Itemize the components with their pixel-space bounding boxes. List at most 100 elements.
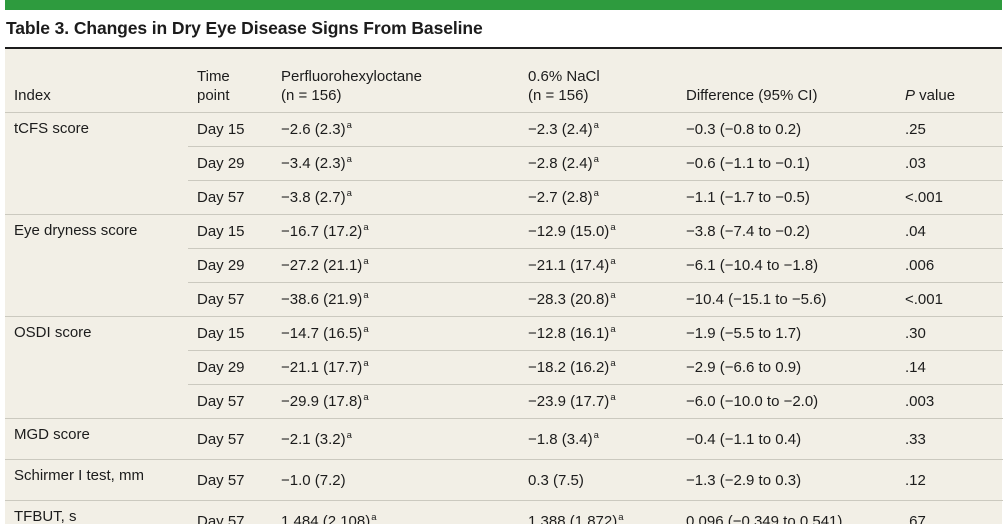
- footnote-marker: a: [610, 324, 616, 335]
- table-group: TFBUT, s Day 57 1.484 (2.108)a 1.388 (1.872…: [5, 500, 1003, 524]
- time-point-cell: Day 15: [188, 112, 272, 147]
- difference-cell: −1.9 (−5.5 to 1.7): [677, 316, 896, 351]
- table-row: Day 57 −3.8 (2.7)a −2.7 (2.8)a −1.1 (−1.7 t…: [5, 180, 1003, 215]
- table-row: Day 29 −21.1 (17.7)a −18.2 (16.2)a −2.9 (−6…: [5, 350, 1003, 385]
- time-point-cell: Day 29: [188, 146, 272, 181]
- footnote-marker: a: [363, 256, 369, 267]
- difference-cell: −6.0 (−10.0 to −2.0): [677, 384, 896, 419]
- time-point-cell: Day 57: [188, 180, 272, 215]
- footnote-marker: a: [610, 222, 616, 233]
- nacl-value-cell: 0.3 (7.5): [519, 459, 677, 501]
- nacl-value-cell: −1.8 (3.4)a: [519, 418, 677, 460]
- table-row: Schirmer I test, mm Day 57 −1.0 (7.2) 0.3 (…: [5, 459, 1003, 501]
- footnote-marker: a: [346, 154, 352, 165]
- table-panel: Index Time point Perfluorohexyloctane (n =…: [5, 47, 1003, 524]
- footnote-marker: a: [371, 511, 377, 523]
- header-p-italic: P: [905, 87, 916, 104]
- footnote-marker: a: [363, 358, 369, 369]
- p-value-cell: .33: [896, 418, 1003, 460]
- index-cell: OSDI score: [5, 316, 188, 419]
- header-index: Index: [14, 87, 51, 104]
- nacl-value-cell: −28.3 (20.8)a: [519, 282, 677, 317]
- p-value-cell: .67: [896, 500, 1003, 524]
- header-p-value: P value: [896, 49, 1003, 113]
- footnote-marker: a: [363, 324, 369, 335]
- table-title: Table 3. Changes in Dry Eye Disease Sign…: [6, 18, 483, 38]
- table-group: OSDI score Day 15 −14.7 (16.5)a −12.8 (16.1…: [5, 316, 1003, 419]
- nacl-value-cell: −2.3 (2.4)a: [519, 112, 677, 147]
- p-value-cell: .003: [896, 384, 1003, 419]
- perfluorohexyloctane-value-cell: −21.1 (17.7)a: [272, 350, 519, 385]
- table-row: TFBUT, s Day 57 1.484 (2.108)a 1.388 (1.872…: [5, 500, 1003, 524]
- header-row: Index Time point Perfluorohexyloctane (n =…: [5, 49, 1003, 113]
- nacl-value-cell: −23.9 (17.7)a: [519, 384, 677, 419]
- header-drug-line2: (n = 156): [281, 87, 342, 104]
- table-group: Schirmer I test, mm Day 57 −1.0 (7.2) 0.3 (…: [5, 459, 1003, 501]
- accent-bar: [5, 0, 1002, 10]
- table-row: OSDI score Day 15 −14.7 (16.5)a −12.8 (16.1…: [5, 316, 1003, 419]
- table-row: Day 57 −38.6 (21.9)a −28.3 (20.8)a −10.4 (−…: [5, 282, 1003, 317]
- header-nacl-line2: (n = 156): [528, 87, 589, 104]
- time-point-cell: Day 57: [188, 282, 272, 317]
- p-value-cell: <.001: [896, 180, 1003, 215]
- footnote-marker: a: [593, 429, 599, 441]
- perfluorohexyloctane-value-cell: −38.6 (21.9)a: [272, 282, 519, 317]
- time-point-cell: Day 15: [188, 214, 272, 249]
- perfluorohexyloctane-value-cell: −27.2 (21.1)a: [272, 248, 519, 283]
- p-value-cell: .12: [896, 459, 1003, 501]
- header-drug-line1: Perfluorohexyloctane: [281, 68, 422, 85]
- nacl-value-cell: −18.2 (16.2)a: [519, 350, 677, 385]
- perfluorohexyloctane-value-cell: 1.484 (2.108)a: [272, 500, 519, 524]
- nacl-value-cell: −12.9 (15.0)a: [519, 214, 677, 249]
- p-value-cell: .30: [896, 316, 1003, 351]
- footnote-marker: a: [610, 290, 616, 301]
- table-row: MGD score Day 57 −2.1 (3.2)a −1.8 (3.4)a −0.…: [5, 418, 1003, 460]
- time-point-cell: Day 57: [188, 500, 272, 524]
- perfluorohexyloctane-value-cell: −3.4 (2.3)a: [272, 146, 519, 181]
- nacl-value-cell: −21.1 (17.4)a: [519, 248, 677, 283]
- header-p-rest: value: [915, 87, 956, 104]
- difference-cell: −1.1 (−1.7 to −0.5): [677, 180, 896, 215]
- table-group: MGD score Day 57 −2.1 (3.2)a −1.8 (3.4)a −0.…: [5, 418, 1003, 460]
- index-cell: tCFS score: [5, 112, 188, 215]
- footnote-marker: a: [610, 358, 616, 369]
- table-row: tCFS score Day 15 −2.6 (2.3)a −2.3 (2.4)a −0…: [5, 112, 1003, 215]
- time-point-cell: Day 29: [188, 248, 272, 283]
- difference-cell: −0.6 (−1.1 to −0.1): [677, 146, 896, 181]
- index-cell: TFBUT, s: [5, 500, 188, 524]
- footnote-marker: a: [363, 222, 369, 233]
- footnote-marker: a: [346, 120, 352, 131]
- difference-cell: −10.4 (−15.1 to −5.6): [677, 282, 896, 317]
- header-nacl: 0.6% NaCl (n = 156): [519, 49, 677, 113]
- footnote-marker: a: [593, 154, 599, 165]
- nacl-value-cell: −12.8 (16.1)a: [519, 316, 677, 351]
- footnote-marker: a: [610, 392, 616, 403]
- difference-cell: −0.3 (−0.8 to 0.2): [677, 112, 896, 147]
- footnote-marker: a: [363, 392, 369, 403]
- table-row: Day 57 −29.9 (17.8)a −23.9 (17.7)a −6.0 (−1…: [5, 384, 1003, 419]
- perfluorohexyloctane-value-cell: −14.7 (16.5)a: [272, 316, 519, 351]
- difference-cell: 0.096 (−0.349 to 0.541): [677, 500, 896, 524]
- perfluorohexyloctane-value-cell: −2.6 (2.3)a: [272, 112, 519, 147]
- time-point-cell: Day 57: [188, 459, 272, 501]
- table-group: tCFS score Day 15 −2.6 (2.3)a −2.3 (2.4)a −0…: [5, 112, 1003, 215]
- index-cell: Eye dryness score: [5, 214, 188, 317]
- footnote-marker: a: [618, 511, 624, 523]
- p-value-cell: .25: [896, 112, 1003, 147]
- nacl-value-cell: −2.8 (2.4)a: [519, 146, 677, 181]
- footnote-marker: a: [346, 188, 352, 199]
- table-row: Day 29 −3.4 (2.3)a −2.8 (2.4)a −0.6 (−1.1 t…: [5, 146, 1003, 181]
- perfluorohexyloctane-value-cell: −3.8 (2.7)a: [272, 180, 519, 215]
- difference-cell: −0.4 (−1.1 to 0.4): [677, 418, 896, 460]
- time-point-cell: Day 15: [188, 316, 272, 351]
- perfluorohexyloctane-value-cell: −29.9 (17.8)a: [272, 384, 519, 419]
- header-time-line2: point: [197, 87, 230, 104]
- p-value-cell: .14: [896, 350, 1003, 385]
- time-point-cell: Day 57: [188, 418, 272, 460]
- difference-cell: −2.9 (−6.6 to 0.9): [677, 350, 896, 385]
- nacl-value-cell: −2.7 (2.8)a: [519, 180, 677, 215]
- table-row: Day 29 −27.2 (21.1)a −21.1 (17.4)a −6.1 (−1…: [5, 248, 1003, 283]
- p-value-cell: .006: [896, 248, 1003, 283]
- index-cell: Schirmer I test, mm: [5, 459, 188, 501]
